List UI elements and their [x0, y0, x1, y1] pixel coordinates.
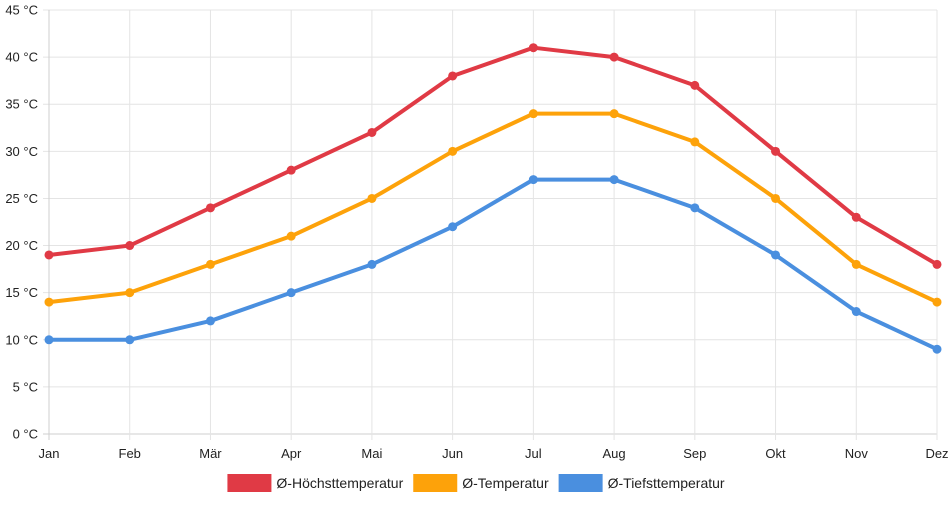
y-axis-tick-labels: 0 °C 5 °C 10 °C 15 °C 20 °C 25 °C 30 °C 35 °C 40…: [5, 3, 38, 442]
x-tick-label: Feb: [119, 446, 141, 461]
x-tick-label: Jan: [39, 446, 60, 461]
x-tick-label: Nov: [845, 446, 869, 461]
data-point[interactable]: [690, 203, 700, 213]
series-line: [47, 177, 939, 352]
data-point[interactable]: [448, 146, 458, 156]
x-tick-label: Dez: [925, 446, 948, 461]
y-tick-label: 10 °C: [5, 332, 38, 347]
data-point[interactable]: [771, 146, 781, 156]
data-point[interactable]: [690, 137, 700, 147]
legend-item-2[interactable]: Ø-Tiefsttemperatur: [558, 474, 725, 492]
x-tick-label: Apr: [281, 446, 302, 461]
data-point[interactable]: [609, 109, 619, 119]
data-point[interactable]: [125, 288, 135, 298]
data-point[interactable]: [286, 231, 296, 241]
data-point[interactable]: [528, 175, 538, 185]
x-tick-label: Jun: [442, 446, 463, 461]
series-line: [47, 111, 939, 305]
legend-swatch: [558, 474, 603, 492]
y-tick-label: 20 °C: [5, 238, 38, 253]
x-tick-label: Okt: [765, 446, 786, 461]
series-line: [47, 45, 939, 267]
data-point[interactable]: [205, 316, 215, 326]
data-point[interactable]: [286, 165, 296, 175]
x-axis-tick-labels: Jan Feb Mär Apr Mai Jun Jul Aug Sep Okt Nov Dez: [39, 446, 949, 461]
grid: [43, 9, 938, 440]
data-point[interactable]: [367, 127, 377, 137]
series-0: [44, 43, 942, 269]
y-tick-label: 40 °C: [5, 50, 38, 65]
data-point[interactable]: [932, 344, 942, 354]
data-point[interactable]: [205, 259, 215, 269]
x-tick-label: Mai: [361, 446, 382, 461]
data-point[interactable]: [690, 80, 700, 90]
data-point[interactable]: [609, 52, 619, 62]
data-point[interactable]: [367, 259, 377, 269]
data-point[interactable]: [448, 222, 458, 232]
legend-item-1[interactable]: Ø-Temperatur: [413, 474, 549, 492]
y-tick-label: 5 °C: [13, 379, 38, 394]
data-point[interactable]: [448, 71, 458, 81]
x-tick-label: Mär: [199, 446, 222, 461]
x-tick-label: Jul: [525, 446, 542, 461]
x-tick-label: Sep: [683, 446, 706, 461]
data-point[interactable]: [44, 297, 54, 307]
y-tick-label: 25 °C: [5, 191, 38, 206]
data-point[interactable]: [851, 259, 861, 269]
x-tick-label: Aug: [603, 446, 626, 461]
legend: Ø-Höchsttemperatur Ø-Temperatur Ø-Tiefstte…: [227, 474, 725, 492]
data-point[interactable]: [125, 335, 135, 345]
data-point[interactable]: [205, 203, 215, 213]
legend-swatch: [413, 474, 458, 492]
legend-label: Ø-Temperatur: [462, 475, 549, 491]
y-tick-label: 0 °C: [13, 427, 38, 442]
legend-item-0[interactable]: Ø-Höchsttemperatur: [227, 474, 404, 492]
data-point[interactable]: [125, 241, 135, 251]
data-point[interactable]: [932, 259, 942, 269]
data-point[interactable]: [851, 307, 861, 317]
data-point[interactable]: [528, 43, 538, 53]
data-point[interactable]: [851, 212, 861, 222]
data-point[interactable]: [771, 250, 781, 260]
data-point[interactable]: [44, 335, 54, 345]
data-point[interactable]: [609, 175, 619, 185]
legend-swatch: [227, 474, 272, 492]
series-2: [44, 175, 942, 354]
y-tick-label: 45 °C: [5, 3, 38, 18]
legend-label: Ø-Tiefsttemperatur: [608, 475, 725, 491]
data-point[interactable]: [771, 193, 781, 203]
y-tick-label: 35 °C: [5, 97, 38, 112]
data-point[interactable]: [367, 193, 377, 203]
legend-label: Ø-Höchsttemperatur: [276, 475, 403, 491]
data-point[interactable]: [286, 288, 296, 298]
y-tick-label: 15 °C: [5, 285, 38, 300]
y-tick-label: 30 °C: [5, 144, 38, 159]
series-lines: [44, 43, 942, 354]
data-point[interactable]: [528, 109, 538, 119]
series-1: [44, 109, 942, 307]
data-point[interactable]: [44, 250, 54, 260]
data-point[interactable]: [932, 297, 942, 307]
